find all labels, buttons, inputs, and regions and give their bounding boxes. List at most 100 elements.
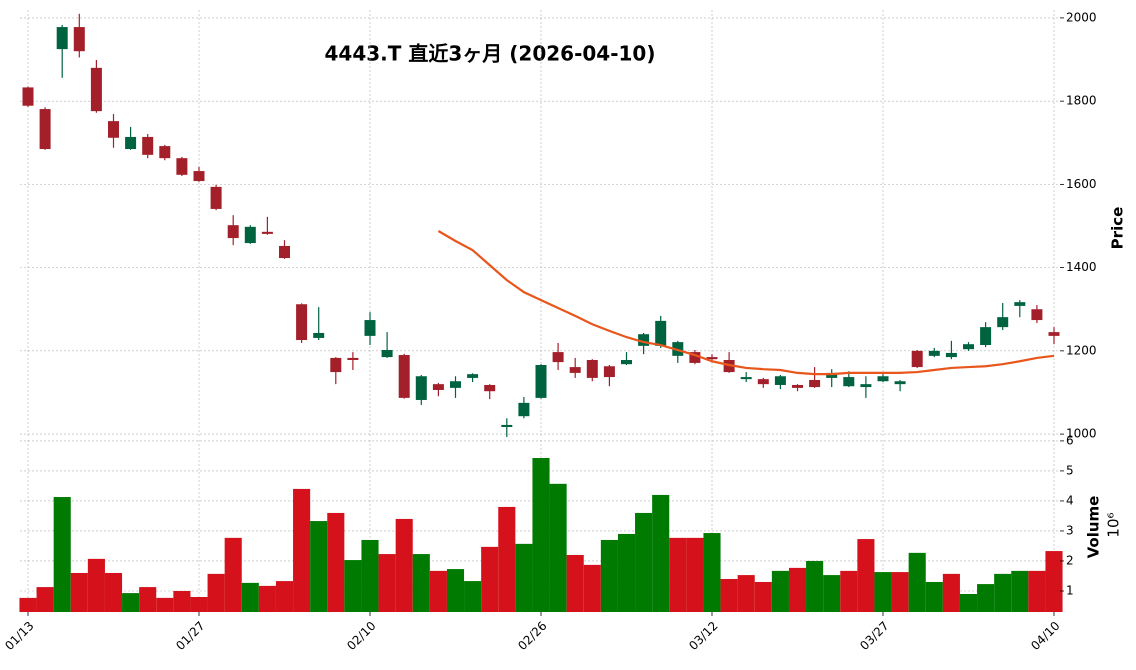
- volume-bar: [190, 596, 208, 612]
- volume-axis-label: Volume: [1085, 496, 1103, 559]
- volume-bar: [293, 488, 311, 612]
- candle-body: [330, 357, 342, 373]
- candle-body: [809, 379, 821, 388]
- candle-body: [484, 384, 496, 392]
- volume-bar: [515, 543, 533, 612]
- volume-bar: [840, 570, 858, 612]
- candle-body: [638, 334, 650, 346]
- candle-body: [261, 231, 273, 234]
- volume-bar: [139, 587, 157, 612]
- candle-body: [689, 352, 701, 363]
- marks: [19, 13, 1063, 612]
- y-tick-label: 5: [1066, 463, 1074, 477]
- candle-body: [603, 366, 615, 378]
- volume-bar: [959, 593, 978, 612]
- candle-body: [279, 245, 290, 259]
- candle-body: [432, 384, 444, 390]
- y-tick-label: 2: [1066, 553, 1074, 567]
- candle-body: [56, 27, 68, 50]
- candle-body: [843, 377, 855, 387]
- volume-bar: [635, 512, 653, 612]
- volume-bar: [241, 582, 259, 612]
- volume-bar: [686, 537, 704, 612]
- candle-body: [552, 352, 564, 363]
- volume-bar: [173, 590, 191, 612]
- candle-body: [535, 365, 547, 398]
- candle-body: [706, 357, 718, 360]
- volume-bar: [874, 572, 892, 612]
- x-tick-label: 02/26: [515, 619, 549, 653]
- volume-bar: [891, 572, 909, 612]
- candle-body: [963, 344, 974, 350]
- candle-body: [1031, 309, 1043, 321]
- candle-body: [450, 381, 461, 388]
- volume-bar: [600, 539, 618, 612]
- volume-bar: [53, 497, 71, 612]
- x-tick-label: 01/27: [173, 619, 207, 653]
- candle-body: [347, 357, 359, 361]
- candle-body: [193, 171, 205, 182]
- candle-body: [467, 374, 479, 378]
- candle-body: [398, 355, 410, 398]
- y-tick-label: 1000: [1066, 427, 1097, 441]
- volume-bar: [994, 573, 1012, 612]
- candle-body: [1014, 302, 1026, 306]
- candle-body: [860, 384, 872, 388]
- volume-bar: [258, 585, 276, 612]
- candle-body: [877, 376, 889, 382]
- candle-body: [73, 27, 85, 52]
- volume-bar: [104, 572, 123, 612]
- volume-bar: [122, 593, 140, 612]
- volume-bar: [395, 518, 413, 612]
- volume-bar: [361, 539, 379, 612]
- y-tick-label: 1400: [1066, 260, 1097, 274]
- x-tick-label: 04/10: [1028, 619, 1062, 653]
- volume-bar: [481, 546, 499, 612]
- volume-bar: [275, 581, 294, 612]
- volume-bar: [788, 567, 807, 612]
- volume-bar: [737, 575, 755, 612]
- candle-body: [911, 350, 923, 368]
- candle-body: [997, 317, 1009, 328]
- candle-body: [894, 381, 906, 385]
- volume-bar: [583, 564, 601, 612]
- candle-body: [774, 376, 786, 385]
- volume-bar: [549, 483, 567, 612]
- volume-bar: [652, 494, 670, 612]
- candle-body: [740, 377, 752, 380]
- candle-body: [945, 352, 957, 358]
- y-tick-label: 6: [1066, 433, 1074, 447]
- volume-bar: [156, 597, 174, 612]
- volume-bar: [754, 581, 772, 612]
- volume-bar: [327, 512, 345, 612]
- volume-bar: [344, 560, 362, 612]
- y-tick-label: 1200: [1066, 343, 1097, 357]
- candle-body: [621, 360, 632, 365]
- volume-bar: [1045, 551, 1063, 612]
- candle-body: [39, 109, 51, 150]
- candle-body: [826, 372, 838, 378]
- candle-body: [364, 320, 376, 336]
- volume-bar: [942, 573, 960, 612]
- volume-bar: [19, 597, 37, 612]
- volume-bar: [412, 554, 430, 612]
- candle-body: [586, 360, 598, 378]
- volume-bar: [925, 581, 943, 612]
- y-tick-label: 2000: [1066, 10, 1097, 24]
- volume-bar: [617, 533, 636, 612]
- volume-bar: [908, 552, 926, 612]
- candle-body: [125, 136, 137, 150]
- candle-body: [501, 424, 513, 428]
- candle-body: [518, 402, 530, 417]
- candle-body: [296, 304, 308, 341]
- volume-bar: [806, 560, 824, 612]
- volume-bar: [823, 575, 841, 612]
- y-tick-label: 4: [1066, 493, 1074, 507]
- candle-body: [227, 225, 239, 239]
- candle-body: [415, 376, 427, 400]
- x-tick-label: 02/10: [344, 619, 378, 653]
- volume-bar: [1011, 570, 1029, 612]
- price-axis-label: Price: [1109, 207, 1127, 250]
- volume-bar: [378, 554, 396, 612]
